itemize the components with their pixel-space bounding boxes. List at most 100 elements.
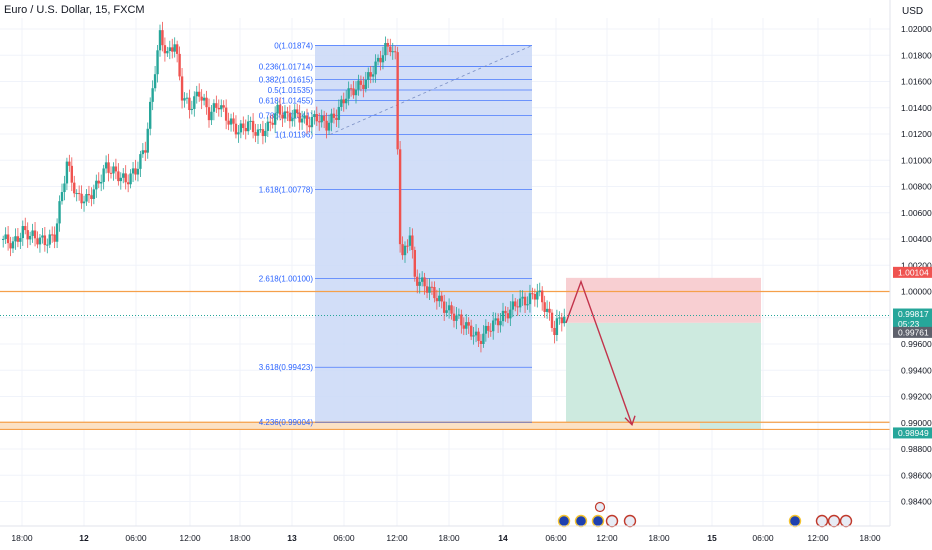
- price-tick: 1.00400: [901, 234, 932, 244]
- time-tick: 14: [498, 533, 508, 543]
- candle-body: [205, 97, 208, 108]
- candle-body: [499, 321, 502, 326]
- flag-eu-icon[interactable]: [788, 514, 802, 528]
- price-tick: 1.01600: [901, 77, 932, 87]
- candle-body: [190, 108, 194, 111]
- candle-body: [224, 107, 228, 121]
- candle-body: [531, 293, 534, 295]
- fib-label: 1.618(1.00778): [259, 185, 314, 194]
- fib-label: 2.618(1.00100): [259, 274, 314, 283]
- candle-body: [41, 235, 44, 238]
- candle-body: [310, 117, 314, 128]
- time-tick: 18:00: [648, 533, 670, 543]
- candle-body: [487, 325, 490, 331]
- time-tick: 06:00: [752, 533, 774, 543]
- candle-body: [286, 111, 289, 114]
- time-tick: 12: [79, 533, 89, 543]
- candle-body: [185, 97, 189, 99]
- candle-body: [521, 296, 524, 299]
- candle-body: [65, 161, 69, 184]
- time-tick: 13: [287, 533, 297, 543]
- fib-zone: [315, 45, 532, 423]
- flag-us-icon[interactable]: [827, 514, 841, 528]
- time-axis[interactable]: 18:00 12 06:00 12:00 18:00 13 06:00 12:00 18:00 1…: [0, 525, 890, 543]
- candle-body: [455, 315, 458, 321]
- candle-body: [440, 295, 443, 302]
- candle-body: [347, 88, 350, 99]
- candle-body: [526, 304, 529, 306]
- candle-body: [266, 121, 269, 131]
- price-label: 05:23: [898, 319, 920, 329]
- candle-body: [371, 74, 375, 77]
- candle-body: [178, 53, 181, 77]
- flag-us-icon[interactable]: [815, 514, 829, 528]
- candle-body: [413, 249, 416, 277]
- candle-body: [193, 96, 196, 109]
- price-tick: 1.01800: [901, 50, 932, 60]
- candle-body: [511, 301, 514, 310]
- time-tick: 12:00: [179, 533, 201, 543]
- candle-body: [288, 113, 292, 122]
- arrow-head: [624, 415, 636, 427]
- candle-body: [433, 287, 436, 299]
- candle-body: [406, 245, 409, 247]
- candle-body: [349, 88, 353, 90]
- candle-body: [379, 57, 382, 63]
- candle-body: [541, 290, 544, 303]
- candle-body: [352, 88, 355, 96]
- candle-body: [256, 129, 260, 136]
- candle-body: [73, 182, 76, 194]
- candle-body: [364, 79, 367, 89]
- candle-body: [119, 177, 122, 182]
- candle-body: [198, 91, 201, 97]
- candle-body: [494, 318, 497, 321]
- flag-eu-icon[interactable]: [591, 514, 605, 528]
- candle-body: [58, 201, 61, 224]
- price-tick: 0.98800: [901, 444, 932, 454]
- flag-eu-icon[interactable]: [574, 514, 588, 528]
- price-axis[interactable]: 1.02000 1.01800 1.01600 1.01400 1.01200 1.010…: [889, 0, 932, 526]
- candle-body: [492, 320, 495, 332]
- candle-body: [376, 57, 380, 62]
- candle-body: [220, 105, 223, 110]
- candle-body: [173, 44, 176, 52]
- event-icons[interactable]: [557, 501, 853, 528]
- candle-body: [389, 46, 392, 52]
- candle-body: [423, 277, 426, 287]
- candle-body: [80, 193, 83, 204]
- flag-eu-icon[interactable]: [557, 514, 571, 528]
- flag-us-icon[interactable]: [605, 514, 619, 528]
- price-tick: 1.00000: [901, 287, 932, 297]
- candle-body: [149, 101, 152, 129]
- candle-body: [207, 107, 211, 121]
- fibonacci-extension[interactable]: 0(1.01874)0.236(1.01714)0.382(1.01615)0.…: [259, 42, 533, 428]
- candle-body: [195, 91, 198, 97]
- candle-body: [273, 113, 277, 125]
- candle-body: [278, 104, 282, 115]
- candle-body: [48, 234, 51, 245]
- price-tick: 0.99600: [901, 339, 932, 349]
- candle-body: [330, 113, 333, 123]
- candle-body: [14, 236, 17, 242]
- take-profit-zone: [566, 322, 761, 430]
- candle-body: [234, 123, 238, 135]
- candle-body: [4, 234, 7, 239]
- candle-body: [408, 235, 412, 246]
- candle-body: [151, 88, 154, 102]
- candle-body: [141, 150, 145, 155]
- price-tick: 1.02000: [901, 24, 932, 34]
- candle-body: [509, 309, 512, 319]
- candle-body: [548, 308, 551, 313]
- demand-zone: [0, 422, 700, 430]
- flag-us-icon[interactable]: [623, 514, 637, 528]
- time-tick: 06:00: [333, 533, 355, 543]
- flag-us-icon[interactable]: [839, 514, 853, 528]
- candle-body: [384, 42, 387, 56]
- candle-body: [403, 245, 407, 256]
- candle-body: [536, 292, 539, 300]
- price-tick: 1.01000: [901, 155, 932, 165]
- price-tick: 0.98400: [901, 497, 932, 507]
- candle-body: [469, 325, 473, 337]
